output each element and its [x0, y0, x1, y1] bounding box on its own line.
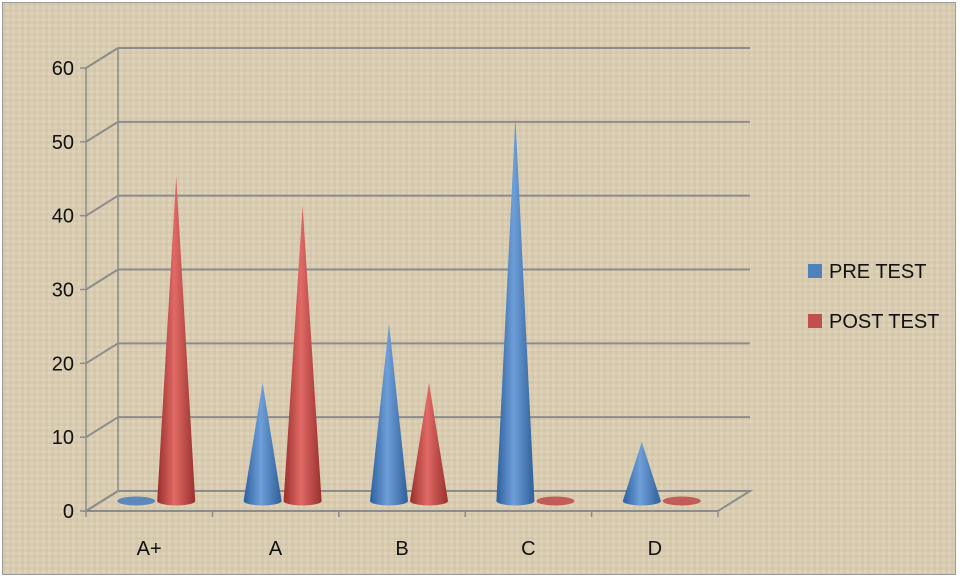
- y-axis: 0 10 20 30 40 50 60: [52, 58, 87, 523]
- cone-pre-test-A: [243, 382, 282, 506]
- cone-body: [370, 323, 408, 506]
- y-tick-label: 50: [52, 132, 74, 154]
- cone-post-test-B: [410, 382, 448, 506]
- x-tick-label: A+: [137, 538, 162, 560]
- cone-body: [157, 176, 196, 506]
- cone-base: [536, 496, 575, 506]
- cone-pre-test-C: [496, 117, 535, 506]
- y-tick-label: 30: [52, 280, 74, 302]
- x-tick-label: D: [648, 538, 662, 560]
- cone-pre-test-A+: [117, 496, 156, 506]
- cone-post-test-D: [662, 496, 701, 506]
- legend-swatch: [808, 314, 822, 328]
- y-tick-label: 20: [52, 353, 74, 375]
- floor: [82, 490, 754, 512]
- x-tick-label: B: [395, 538, 408, 560]
- x-tick-label: C: [521, 538, 535, 560]
- plot-area: [117, 117, 701, 506]
- gridline-side-60: [85, 47, 119, 69]
- cone-base: [662, 496, 701, 506]
- gridline-side-10: [85, 416, 119, 439]
- cone-body: [496, 117, 535, 506]
- legend-label: POST TEST: [829, 311, 939, 333]
- cone-body: [622, 441, 661, 506]
- cone-post-test-A: [283, 205, 322, 506]
- y-tick-label: 40: [52, 206, 74, 228]
- y-tick-label: 10: [52, 427, 74, 449]
- cone-bar-chart: 0 10 20 30 40 50 60 A+ A B C D PRE TEST POST TEST: [3, 3, 955, 574]
- gridline-side-40: [85, 194, 119, 217]
- cone-post-test-C: [536, 496, 575, 506]
- cone-body: [283, 205, 322, 506]
- legend-swatch: [808, 264, 822, 278]
- cone-pre-test-B: [370, 323, 408, 506]
- chart-background: [3, 3, 955, 574]
- y-tick-label: 60: [52, 58, 74, 80]
- cone-pre-test-D: [622, 441, 661, 506]
- cone-body: [243, 382, 282, 506]
- y-tick-label: 0: [63, 501, 74, 523]
- gridline-side-50: [85, 120, 119, 143]
- x-tick-label: A: [269, 538, 283, 560]
- cone-base: [117, 496, 156, 506]
- legend-label: PRE TEST: [829, 261, 926, 283]
- grid: [82, 47, 754, 512]
- x-axis: A+ A B C D: [85, 511, 719, 560]
- cone-post-test-A+: [157, 176, 196, 506]
- legend: PRE TEST POST TEST: [808, 261, 939, 333]
- cone-body: [410, 382, 448, 506]
- gridline-side-20: [85, 342, 119, 365]
- gridline-side-30: [85, 268, 119, 291]
